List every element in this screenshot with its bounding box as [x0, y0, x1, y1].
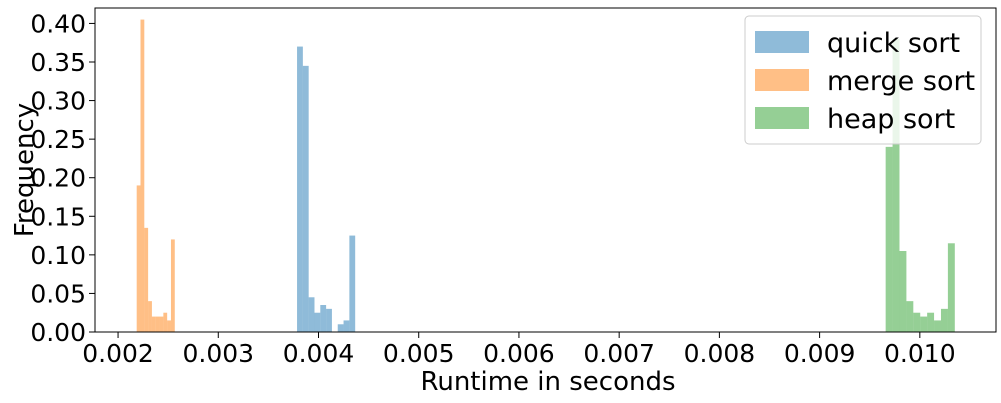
bar-quick-sort-1 — [302, 65, 309, 332]
x-tick-label: 0.010 — [884, 339, 956, 368]
bar-merge-sort-3 — [148, 301, 152, 332]
bar-merge-sort-2 — [144, 227, 149, 332]
x-tick-label: 0.003 — [182, 339, 254, 368]
bar-merge-sort-7 — [163, 312, 168, 332]
bar-heap-sort-1 — [892, 38, 900, 332]
y-tick-label: 0.00 — [30, 318, 86, 347]
y-tick-label: 0.10 — [30, 241, 86, 270]
bar-heap-sort-7 — [934, 320, 941, 332]
bar-merge-sort-9 — [170, 239, 175, 332]
bar-quick-sort-0 — [297, 46, 303, 332]
x-tick-label: 0.006 — [483, 339, 555, 368]
x-tick-label: 0.008 — [684, 339, 756, 368]
legend-swatch-merge-sort — [755, 69, 809, 91]
bar-merge-sort-8 — [167, 320, 171, 332]
bar-merge-sort-1 — [140, 19, 145, 332]
bar-merge-sort-0 — [136, 185, 141, 332]
bar-quick-sort-8 — [343, 320, 350, 332]
y-axis-label: Frequency — [10, 103, 40, 237]
legend-label-quick-sort: quick sort — [827, 28, 960, 59]
bar-heap-sort-6 — [927, 312, 935, 332]
y-tick-label: 0.40 — [30, 9, 86, 38]
bar-heap-sort-2 — [899, 251, 907, 332]
bar-heap-sort-3 — [906, 301, 914, 332]
y-tick-label: 0.20 — [30, 164, 86, 193]
bar-quick-sort-5 — [326, 308, 332, 332]
y-tick-label: 0.35 — [30, 48, 86, 77]
y-tick-label: 0.30 — [30, 87, 86, 116]
bar-merge-sort-6 — [159, 316, 164, 332]
legend-swatch-heap-sort — [755, 107, 809, 129]
legend-label-heap-sort: heap sort — [827, 104, 955, 135]
y-axis-ticks: 0.00 0.05 0.10 0.15 0.20 0.25 0.30 0.35 0.40 — [30, 9, 95, 347]
y-tick-label: 0.05 — [30, 279, 86, 308]
bar-heap-sort-0 — [885, 146, 893, 332]
y-tick-label: 0.25 — [30, 125, 86, 154]
legend-swatch-quick-sort — [755, 31, 809, 53]
x-tick-label: 0.005 — [383, 339, 455, 368]
bar-quick-sort-3 — [314, 312, 321, 332]
x-axis-ticks: 0.002 0.003 0.004 0.005 0.006 0.007 0.008 0.009… — [82, 332, 956, 368]
bar-quick-sort-2 — [308, 297, 315, 332]
x-tick-label: 0.007 — [583, 339, 655, 368]
y-tick-label: 0.15 — [30, 202, 86, 231]
plot-frame — [94, 7, 997, 333]
histogram-bars — [136, 19, 955, 332]
x-tick-label: 0.004 — [283, 339, 355, 368]
bar-quick-sort-9 — [349, 235, 356, 332]
x-tick-label: 0.009 — [784, 339, 856, 368]
legend: quick sort merge sort heap sort — [744, 15, 982, 145]
bar-merge-sort-4 — [151, 316, 156, 332]
bar-quick-sort-4 — [320, 305, 327, 332]
bar-heap-sort-8 — [940, 308, 948, 332]
x-axis-label: Runtime in seconds — [420, 367, 675, 397]
bar-heap-sort-5 — [920, 316, 928, 332]
bar-heap-sort-9 — [947, 243, 955, 332]
x-tick-label: 0.002 — [82, 339, 154, 368]
legend-label-merge-sort: merge sort — [827, 66, 975, 97]
bar-heap-sort-4 — [913, 312, 921, 332]
bar-quick-sort-7 — [337, 324, 344, 332]
bar-merge-sort-5 — [155, 316, 160, 332]
